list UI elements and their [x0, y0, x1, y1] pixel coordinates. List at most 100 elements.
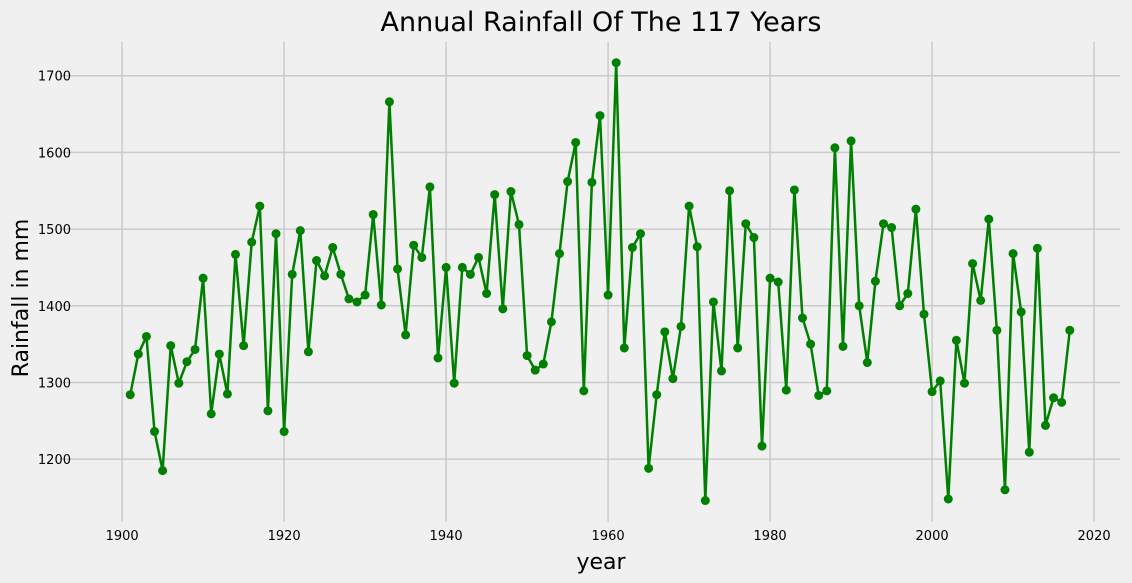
- data-point: [295, 226, 305, 236]
- data-point: [263, 406, 273, 416]
- data-point: [959, 378, 969, 388]
- data-point: [174, 378, 184, 388]
- data-point: [708, 297, 718, 307]
- data-point: [1008, 249, 1018, 259]
- data-point: [741, 219, 751, 229]
- data-point: [320, 271, 330, 281]
- data-point: [676, 321, 686, 331]
- data-point: [409, 240, 419, 250]
- rainfall-data-points: [125, 58, 1075, 506]
- data-point: [846, 136, 856, 146]
- data-point: [895, 301, 905, 311]
- data-point: [652, 390, 662, 400]
- data-point: [757, 441, 767, 451]
- data-point: [465, 269, 475, 279]
- data-point: [887, 223, 897, 233]
- data-point: [951, 335, 961, 345]
- data-point: [587, 177, 597, 187]
- data-point: [806, 339, 816, 349]
- data-point: [498, 304, 508, 314]
- data-point: [644, 463, 654, 473]
- data-point: [336, 269, 346, 279]
- data-point: [150, 427, 160, 437]
- data-point: [206, 409, 216, 419]
- data-point: [344, 294, 354, 304]
- data-point: [773, 277, 783, 287]
- data-point: [878, 219, 888, 229]
- chart-title: Annual Rainfall Of The 117 Years: [381, 7, 822, 38]
- data-point: [595, 111, 605, 121]
- data-point: [474, 252, 483, 262]
- data-point: [482, 289, 492, 298]
- data-point: [765, 273, 775, 283]
- data-point: [563, 177, 573, 187]
- data-point: [1065, 325, 1075, 335]
- data-point: [457, 262, 467, 272]
- data-point: [360, 290, 370, 300]
- data-point: [733, 343, 743, 353]
- data-point: [441, 262, 451, 272]
- data-point: [368, 210, 378, 220]
- data-point: [514, 219, 524, 229]
- y-tick-label: 1600: [38, 146, 71, 161]
- data-point: [271, 229, 281, 239]
- data-point: [506, 187, 516, 197]
- data-point: [425, 182, 435, 192]
- data-point: [190, 344, 200, 354]
- x-tick-labels: 1900 1920 1940 1960 1980 2000 2020: [106, 529, 1111, 544]
- x-tick-label: 1940: [430, 529, 463, 544]
- data-point: [546, 317, 556, 327]
- data-point: [903, 289, 913, 298]
- data-point: [725, 186, 735, 196]
- data-point: [968, 259, 978, 269]
- data-point: [393, 264, 403, 274]
- data-point: [1057, 397, 1067, 407]
- data-point: [838, 341, 848, 351]
- data-point: [125, 390, 135, 400]
- data-point: [935, 376, 945, 386]
- data-point: [571, 137, 581, 147]
- data-point: [166, 341, 176, 351]
- data-point: [384, 97, 394, 107]
- data-point: [862, 358, 872, 368]
- data-point: [619, 343, 629, 353]
- data-point: [927, 387, 937, 397]
- data-point: [538, 359, 548, 369]
- data-point: [198, 273, 208, 283]
- data-point: [1000, 485, 1010, 495]
- data-point: [287, 269, 297, 279]
- data-point: [530, 365, 540, 375]
- data-point: [247, 237, 257, 247]
- data-point: [1049, 393, 1059, 403]
- data-point: [789, 185, 799, 195]
- data-point: [182, 357, 192, 367]
- data-point: [1016, 307, 1026, 317]
- data-point: [433, 353, 443, 363]
- x-tick-label: 1920: [268, 529, 301, 544]
- data-point: [555, 249, 564, 259]
- data-point: [141, 331, 151, 341]
- data-point: [352, 297, 362, 307]
- data-point: [312, 256, 322, 266]
- data-point: [660, 327, 670, 337]
- data-point: [158, 466, 168, 476]
- data-point: [279, 427, 289, 437]
- data-point: [627, 243, 637, 252]
- data-point: [214, 349, 224, 359]
- data-point: [668, 374, 678, 384]
- data-point: [700, 496, 710, 506]
- y-tick-label: 1700: [38, 70, 71, 85]
- data-point: [611, 58, 621, 68]
- data-point: [870, 276, 880, 286]
- data-point: [328, 243, 338, 252]
- data-point: [133, 349, 143, 359]
- x-tick-label: 2020: [1078, 529, 1111, 544]
- data-point: [449, 378, 459, 388]
- x-tick-label: 1960: [592, 529, 625, 544]
- data-point: [1032, 243, 1042, 253]
- data-point: [814, 390, 824, 400]
- data-point: [976, 295, 986, 305]
- y-tick-label: 1500: [38, 223, 71, 238]
- data-point: [992, 325, 1002, 335]
